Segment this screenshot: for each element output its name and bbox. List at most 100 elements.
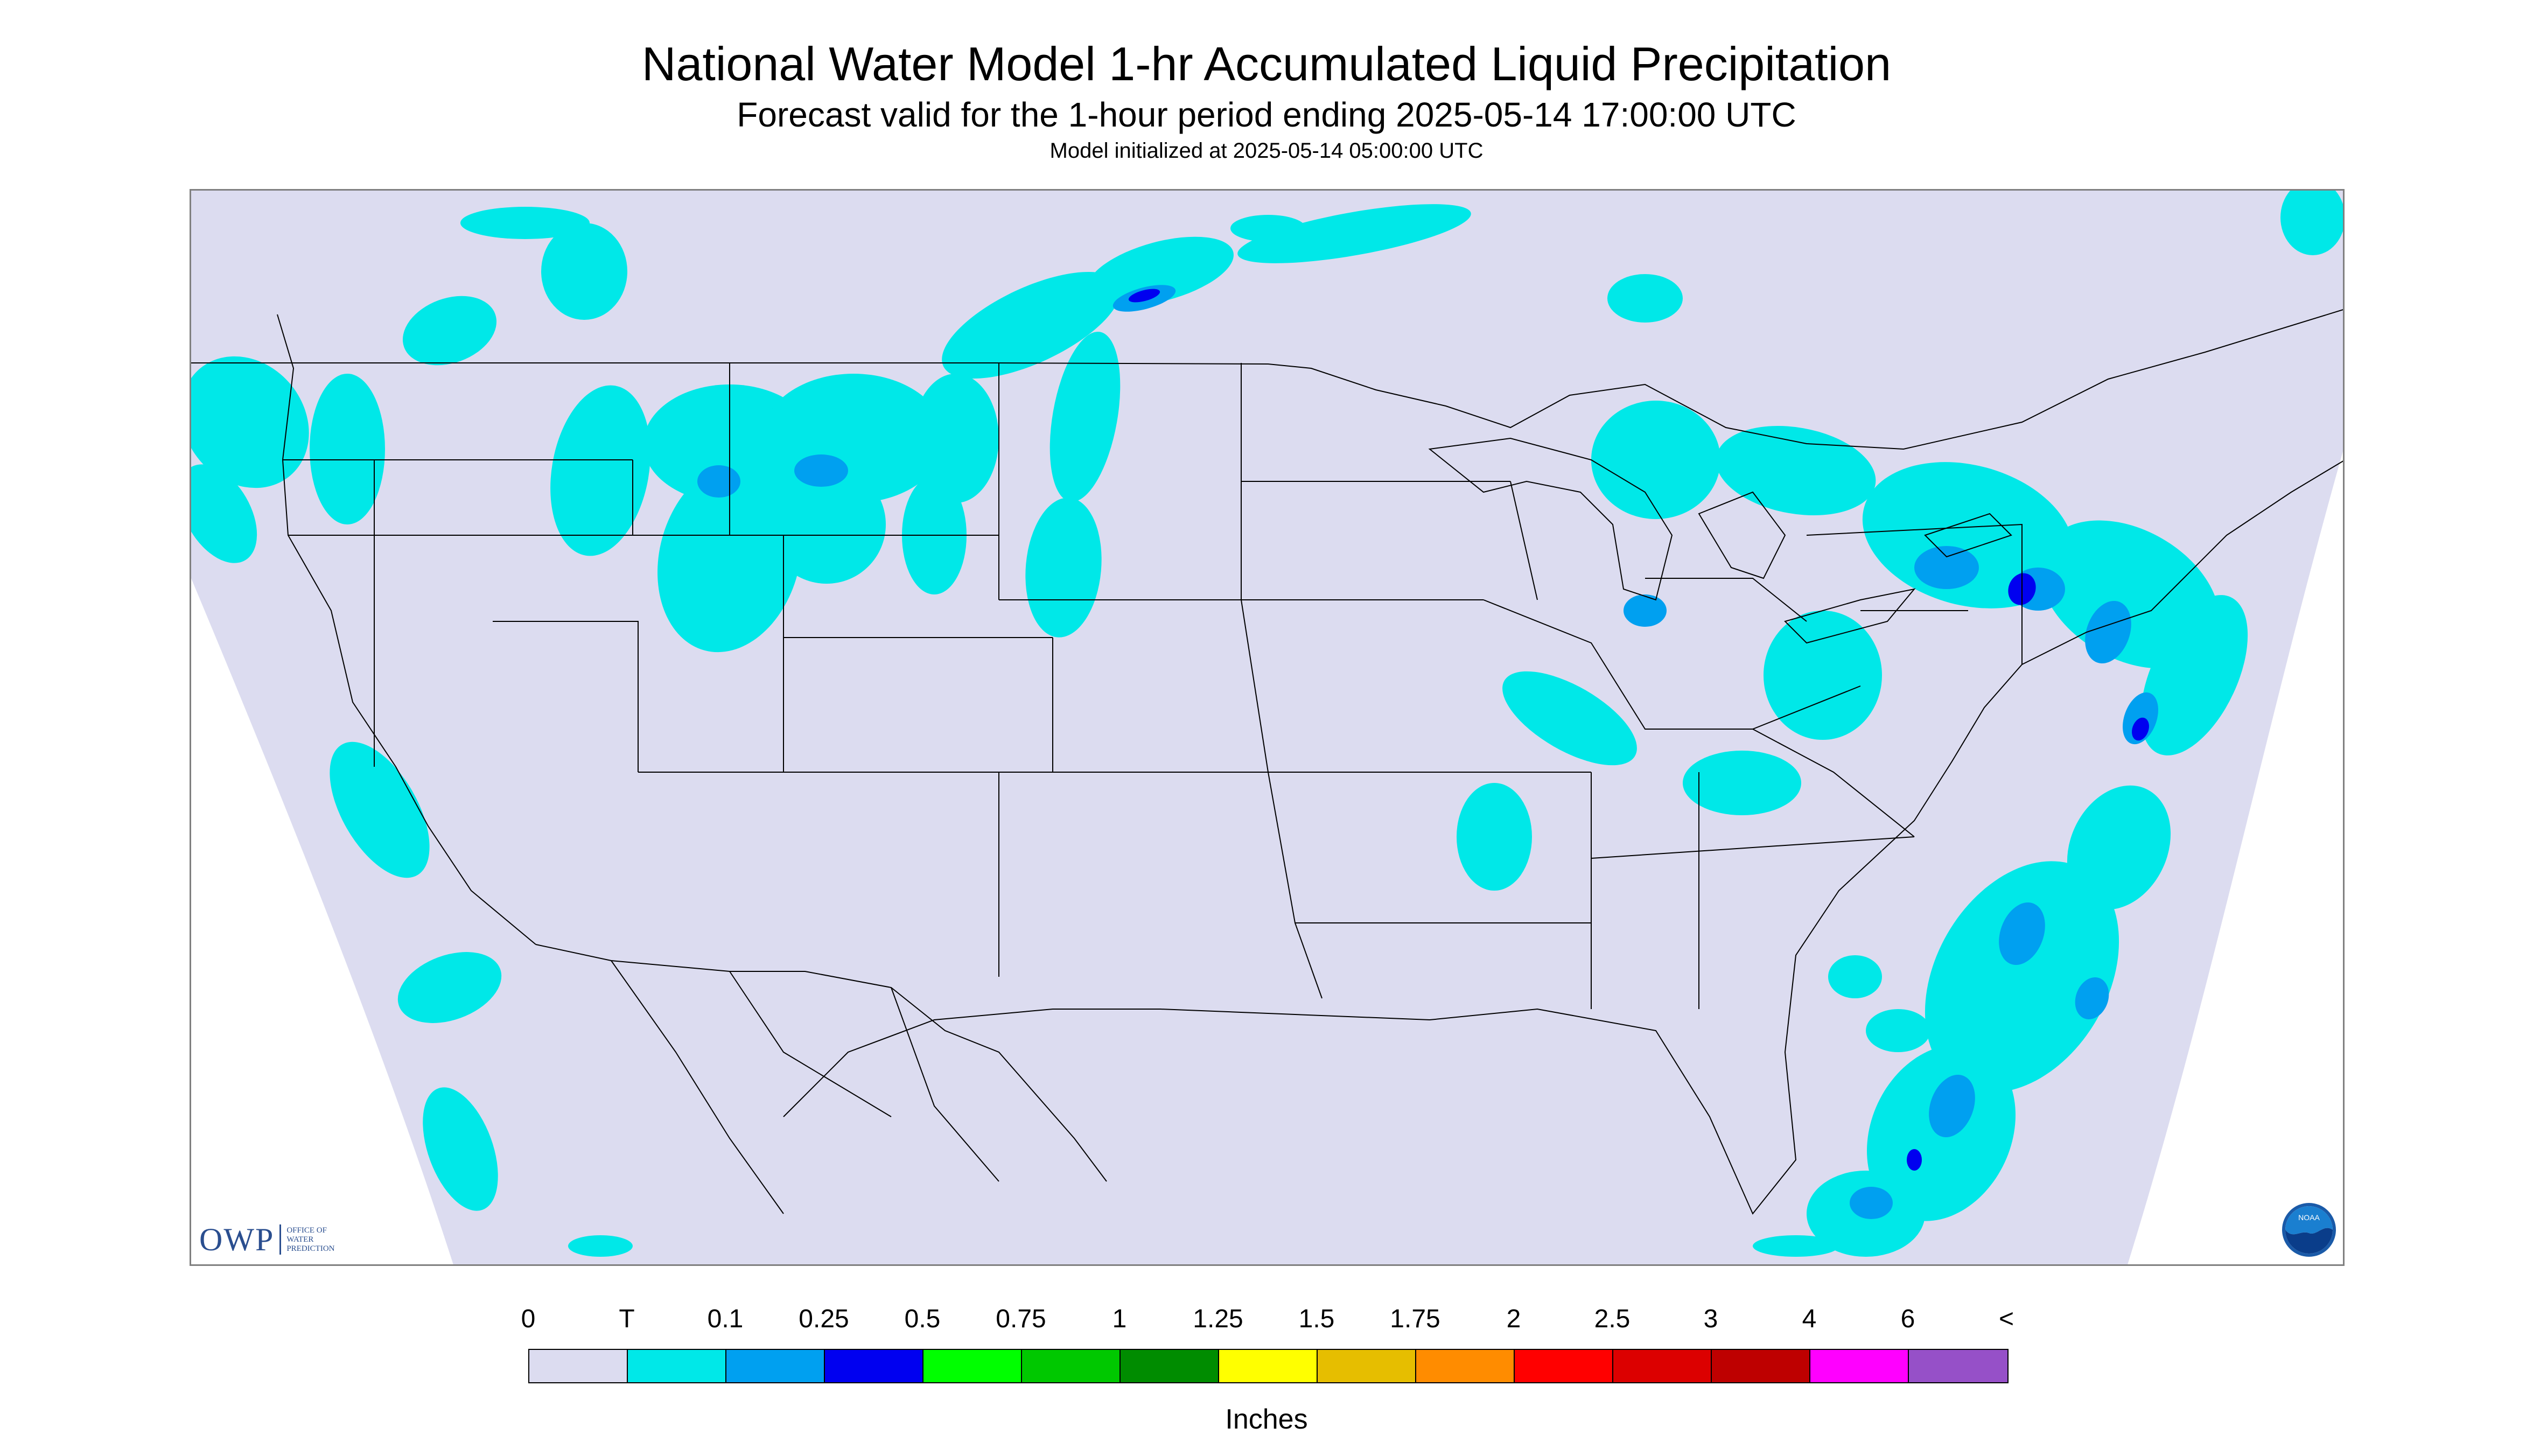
precip-trace-area (1753, 1235, 1839, 1257)
state-lines-west (283, 363, 1268, 977)
precip-trace-area (550, 385, 650, 556)
precip-trace-area (1716, 426, 1876, 515)
precip-trace-area (1230, 215, 1306, 242)
legend-swatch (1416, 1350, 1515, 1382)
state-boundaries (191, 309, 2343, 1215)
owp-logo-divider (279, 1224, 282, 1255)
precip-light-area (1850, 1187, 1893, 1219)
precip-light-area (1624, 594, 1667, 627)
precip-trace-area (767, 465, 886, 584)
precip-trace-area (1049, 332, 1121, 502)
legend-tick-label: 2.5 (1594, 1305, 1631, 1333)
legend-tick-label: 0.75 (996, 1305, 1046, 1333)
precipitation-areas (191, 191, 2343, 1257)
state-lines-east (1241, 363, 2023, 1009)
legend-tick-label: T (619, 1305, 635, 1333)
legend-swatch (1022, 1350, 1121, 1382)
legend-tick-label: 0.1 (707, 1305, 744, 1333)
legend-tick-label: 0.5 (904, 1305, 941, 1333)
legend-tick-label: 3 (1703, 1305, 1718, 1333)
precip-trace-area (402, 296, 497, 366)
precip-light-area (697, 465, 740, 498)
legend-swatch (1810, 1350, 1909, 1382)
legend-swatch (726, 1350, 825, 1382)
us-west-coast (277, 314, 536, 945)
precip-trace-area (1457, 783, 1532, 891)
precip-trace-area (541, 223, 627, 320)
precip-light-area (1999, 902, 2045, 965)
owp-logo-subtext: OFFICE OF WATER PREDICTION (286, 1226, 351, 1254)
legend-swatch (1515, 1350, 1613, 1382)
precip-moderate-area (1128, 289, 1160, 303)
precip-trace-area (1087, 236, 1234, 306)
legend-swatch (923, 1350, 1022, 1382)
precip-trace-area (942, 271, 1121, 379)
model-init-label: Model initialized at 2025-05-14 05:00:00… (1049, 139, 1484, 163)
legend-swatch (1121, 1350, 1219, 1382)
owp-logo-letters: OWP (199, 1221, 275, 1257)
precip-trace-area (568, 1235, 633, 1257)
noaa-logo-text: NOAA (2298, 1213, 2320, 1222)
precip-trace-area (1591, 401, 1720, 519)
owp-line-1: OFFICE OF (286, 1226, 327, 1235)
us-gulf-atlantic-coast (783, 460, 2343, 1215)
legend-units: Inches (1225, 1404, 1308, 1435)
precip-trace-area (397, 952, 502, 1023)
legend-labels: 0 T 0.1 0.25 0.5 0.75 1 1.25 1.5 1.75 2 2.5 3 4 6 < (0, 1304, 2533, 1336)
legend-tick-label: 1.25 (1193, 1305, 1243, 1333)
precip-trace-area (657, 461, 802, 653)
precip-trace-area (1683, 751, 1801, 815)
legend-tick-label: 1.75 (1390, 1305, 1440, 1333)
precip-light-area (794, 454, 848, 487)
noaa-logo-icon: NOAA (2282, 1203, 2336, 1257)
precip-light-area (2085, 600, 2131, 664)
legend-tick-label: 2 (1506, 1305, 1521, 1333)
precip-trace-area (310, 374, 385, 524)
precip-trace-area (1764, 611, 1882, 740)
precip-trace-area (1025, 498, 1102, 638)
owp-line-2: WATER (286, 1235, 314, 1244)
legend-tick-label: 0.25 (799, 1305, 849, 1333)
precip-light-area (2075, 977, 2109, 1019)
legend-swatch (1613, 1350, 1712, 1382)
legend-swatch (529, 1350, 628, 1382)
precip-trace-area (1866, 1009, 1930, 1052)
precip-trace-area (2140, 595, 2248, 755)
precip-trace-area (1502, 671, 1637, 766)
owp-line-3: PREDICTION (286, 1244, 335, 1253)
legend-swatch (628, 1350, 726, 1382)
model-domain (191, 191, 2343, 1264)
us-canada-border (191, 309, 2343, 450)
precip-trace-area (191, 464, 257, 563)
legend-tick-label: 1 (1112, 1305, 1127, 1333)
legend-tick-label: 1.5 (1298, 1305, 1335, 1333)
legend-tick-label: 4 (1802, 1305, 1817, 1333)
precip-trace-area (1828, 955, 1882, 998)
legend-tick-label: < (1998, 1305, 2014, 1333)
precip-light-area (1914, 546, 1979, 589)
map-canvas (191, 191, 2343, 1264)
legend-swatch (1318, 1350, 1416, 1382)
precip-trace-area (423, 1087, 498, 1211)
precip-trace-area (2280, 191, 2343, 255)
legend-tick-label: 0 (521, 1305, 536, 1333)
legend-swatch (1909, 1350, 2007, 1382)
legend-swatch (825, 1350, 923, 1382)
precip-trace-area (913, 374, 999, 503)
mexico-states (611, 960, 999, 1214)
forecast-valid-subtitle: Forecast valid for the 1-hour period end… (737, 95, 1796, 134)
precip-trace-area (460, 207, 590, 239)
precip-trace-area (1237, 204, 1471, 263)
precip-trace-area (330, 741, 430, 878)
precip-trace-area (1607, 274, 1683, 323)
legend-swatch (1219, 1350, 1318, 1382)
legend-swatch (1712, 1350, 1810, 1382)
precip-moderate-area (2132, 717, 2149, 741)
precip-light-area (1929, 1074, 1975, 1138)
precip-moderate-area (1907, 1149, 1922, 1171)
precip-trace-area (1925, 861, 2119, 1093)
great-lakes (1428, 437, 2012, 644)
precip-trace-area (191, 356, 309, 488)
precipitation-map (190, 189, 2345, 1266)
map-title: National Water Model 1-hr Accumulated Li… (641, 37, 1892, 90)
